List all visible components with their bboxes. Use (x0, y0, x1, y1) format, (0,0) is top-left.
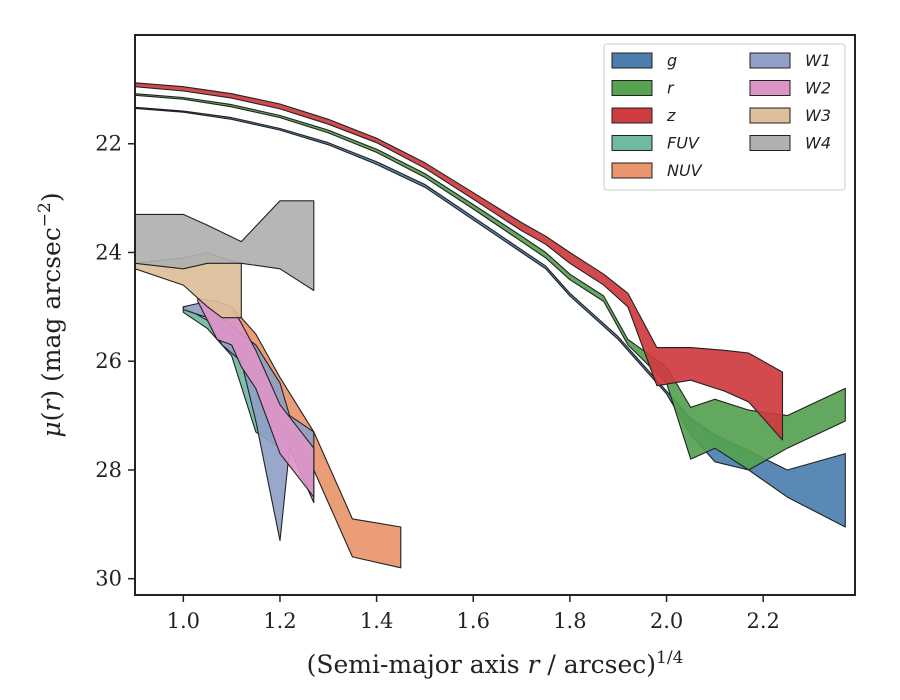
legend-label-r: r (667, 79, 675, 98)
x-tick-label: 2.0 (650, 609, 683, 633)
legend-swatch-g (611, 52, 653, 69)
plot-area (135, 82, 846, 569)
x-tick-label: 1.2 (263, 609, 296, 633)
legend-swatch-w4 (749, 135, 791, 151)
legend-label-fuv: FUV (667, 134, 700, 153)
band-z (135, 82, 784, 441)
legend-label-w4: W4 (805, 134, 831, 153)
x-tick-label: 1.4 (360, 609, 393, 633)
bands (135, 82, 846, 569)
y-tick-label: 26 (95, 349, 122, 373)
legend-swatch-w1 (749, 52, 791, 69)
legend-swatch-w2 (749, 80, 791, 96)
axes: 1.0 1.2 1.4 1.6 1.8 2.0 2.2 22 24 26 28 30 (Semi-maj… (35, 34, 856, 679)
plot-frame (134, 34, 856, 596)
legend-swatch-z (611, 107, 653, 124)
y-tick-label: 22 (95, 132, 122, 156)
y-axis-title: μ(r) (mag arcsec−2) (35, 192, 66, 437)
legend-swatch-nuv (611, 162, 653, 179)
legend-label-z: z (666, 106, 676, 125)
x-tick-label: 1.6 (457, 609, 490, 633)
legend-swatch-w3 (749, 107, 791, 124)
x-tick-label: 1.8 (553, 609, 586, 633)
band-w4 (135, 200, 315, 292)
y-tick-label: 30 (95, 567, 122, 591)
legend: grz FUV NUV W1 W2 W3 W4 (603, 43, 846, 191)
legend-label-w3: W3 (805, 106, 831, 125)
x-tick-label: 2.2 (746, 609, 779, 633)
legend-swatch-r (611, 80, 653, 96)
x-axis-title: (Semi-major axis r / arcsec)1/4 (307, 648, 684, 679)
legend-swatch-fuv (611, 135, 653, 151)
legend-label-nuv: NUV (667, 161, 703, 180)
x-tick-label: 1.0 (167, 609, 200, 633)
legend-label-w2: W2 (805, 79, 831, 98)
legend-label-g: g (667, 51, 677, 70)
legend-label-w1: W1 (805, 51, 831, 70)
y-tick-label: 24 (95, 240, 122, 264)
band-g (135, 106, 846, 528)
y-tick-label: 28 (95, 458, 122, 482)
